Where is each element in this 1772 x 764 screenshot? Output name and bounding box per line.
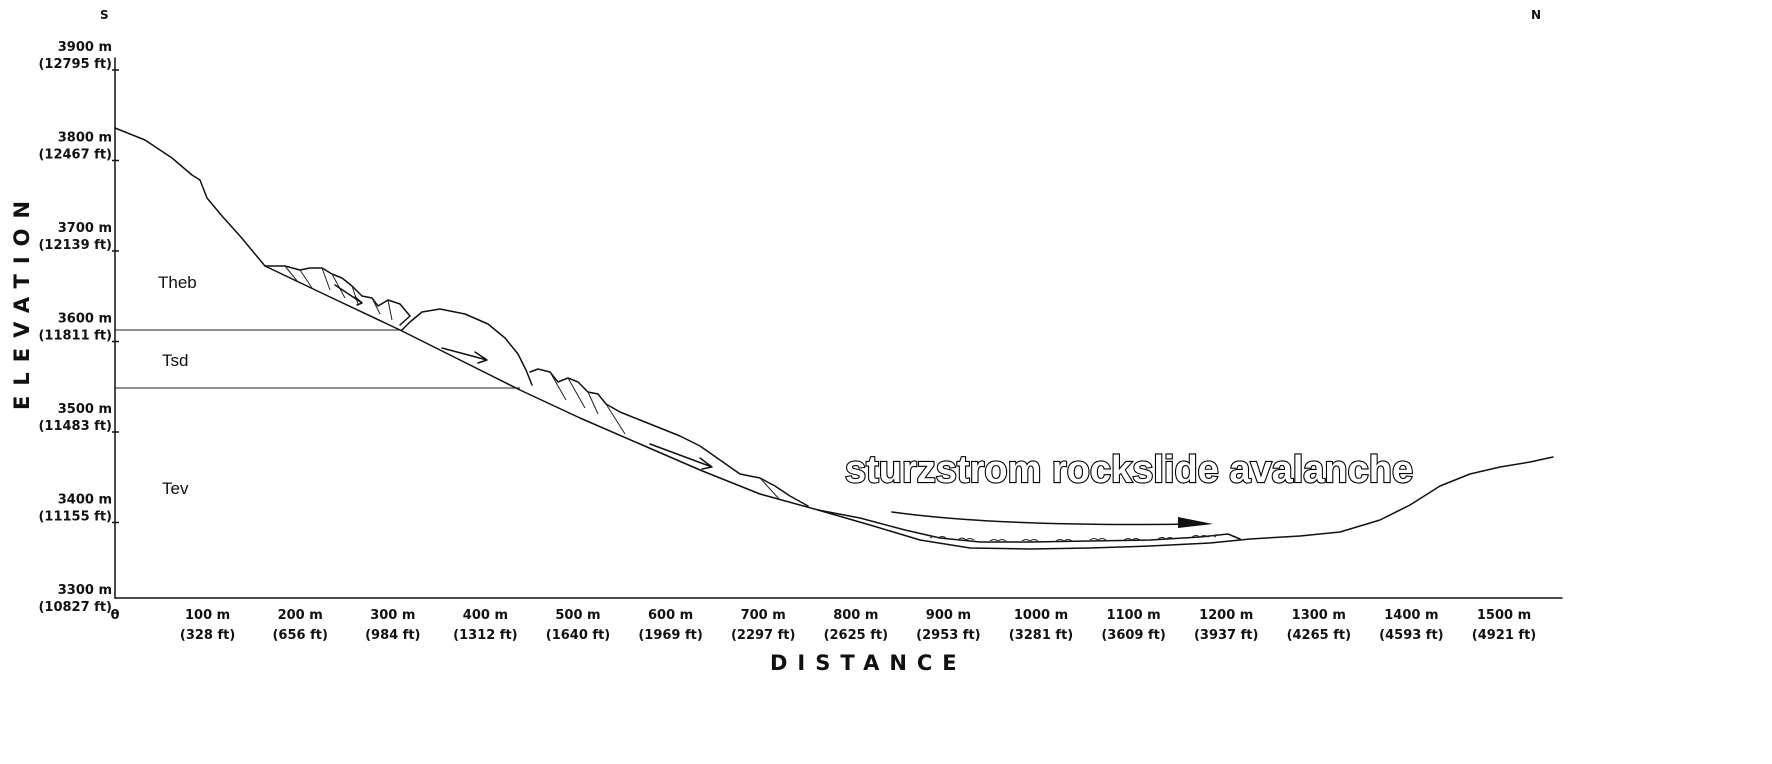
- slide-block-fractures: [284, 265, 393, 321]
- unit-label-tsd: Tsd: [162, 351, 188, 370]
- x-tick-label-m: 1000 m: [1014, 608, 1068, 623]
- runout-arrow-head: [1178, 517, 1213, 528]
- y-tick-label-ft: (12467 ft): [38, 148, 112, 163]
- x-tick-label-ft: (1312 ft): [453, 628, 517, 643]
- x-tick-label-m: 800 m: [833, 608, 878, 623]
- y-tick-label-m: 3800 m: [58, 131, 112, 146]
- x-tick-label-ft: (3937 ft): [1194, 628, 1258, 643]
- x-axis-ticks: 0 100 m (328 ft) 200 m (656 ft) 300 m (984 ft)…: [110, 608, 1536, 643]
- lower-block-fractures: [549, 371, 781, 501]
- x-tick-label-ft: (3609 ft): [1101, 628, 1165, 643]
- x-tick-label-ft: (4265 ft): [1287, 628, 1351, 643]
- arrow-lower-block: [649, 443, 713, 470]
- x-tick-label-m: 500 m: [555, 608, 600, 623]
- avalanche-deposit: [817, 509, 1241, 543]
- y-tick-label-ft: (12139 ft): [38, 238, 112, 253]
- x-tick-label-ft: (984 ft): [365, 628, 420, 643]
- x-tick-label-m: 1400 m: [1384, 608, 1438, 623]
- x-tick-label-m: 0: [110, 608, 119, 623]
- y-tick-label-m: 3900 m: [58, 40, 112, 55]
- y-tick-label-ft: (11155 ft): [38, 510, 112, 525]
- y-tick-label-m: 3600 m: [58, 312, 112, 327]
- displaced-block: [401, 308, 533, 386]
- x-tick-label-ft: (3281 ft): [1009, 628, 1073, 643]
- x-tick-label-m: 400 m: [463, 608, 508, 623]
- y-tick-label-ft: (11483 ft): [38, 419, 112, 434]
- x-tick-label-m: 300 m: [370, 608, 415, 623]
- x-tick-label-m: 1500 m: [1477, 608, 1531, 623]
- y-tick-label-m: 3500 m: [58, 402, 112, 417]
- y-tick-label-m: 3700 m: [58, 221, 112, 236]
- x-tick-label-ft: (328 ft): [180, 628, 235, 643]
- x-tick-label-m: 1200 m: [1199, 608, 1253, 623]
- y-axis-ticks: 3900 m (12795 ft) 3800 m (12467 ft) 3700 m (1…: [38, 40, 119, 615]
- y-tick-label-ft: (12795 ft): [38, 57, 112, 72]
- x-tick-label-m: 700 m: [741, 608, 786, 623]
- slide-blocks-upper: [264, 265, 411, 326]
- x-tick-label-m: 900 m: [926, 608, 971, 623]
- x-tick-label-ft: (656 ft): [272, 628, 327, 643]
- unit-label-tev: Tev: [162, 479, 189, 498]
- deposit-texture: [929, 535, 1217, 542]
- x-tick-label-ft: (2625 ft): [824, 628, 888, 643]
- x-axis-title: DISTANCE: [770, 651, 967, 675]
- x-tick-label-m: 200 m: [278, 608, 323, 623]
- x-tick-label-m: 600 m: [648, 608, 693, 623]
- x-tick-label-ft: (1640 ft): [546, 628, 610, 643]
- south-label: S: [100, 8, 109, 22]
- x-tick-label-ft: (4593 ft): [1379, 628, 1443, 643]
- x-tick-label-m: 1300 m: [1292, 608, 1346, 623]
- arrow-displaced-block: [441, 347, 488, 364]
- y-tick-label-m: 3300 m: [58, 583, 112, 598]
- y-axis-title: ELEVATION: [10, 191, 34, 410]
- y-tick-label-ft: (10827 ft): [38, 600, 112, 615]
- diagram-title: sturzstrom rockslide avalanche: [845, 449, 1413, 491]
- north-label: N: [1531, 8, 1541, 22]
- x-tick-label-ft: (1969 ft): [638, 628, 702, 643]
- arrow-upper-block: [334, 284, 363, 306]
- x-tick-label-ft: (2297 ft): [731, 628, 795, 643]
- y-tick-label-m: 3400 m: [58, 493, 112, 508]
- unit-label-theb: Theb: [158, 273, 197, 292]
- slide-blocks-lower: [529, 368, 809, 507]
- y-tick-label-ft: (11811 ft): [38, 329, 112, 344]
- x-tick-label-m: 1100 m: [1106, 608, 1160, 623]
- x-tick-label-ft: (4921 ft): [1472, 628, 1536, 643]
- runout-arrow-shaft: [891, 511, 1196, 526]
- x-tick-label-m: 100 m: [185, 608, 230, 623]
- x-tick-label-ft: (2953 ft): [916, 628, 980, 643]
